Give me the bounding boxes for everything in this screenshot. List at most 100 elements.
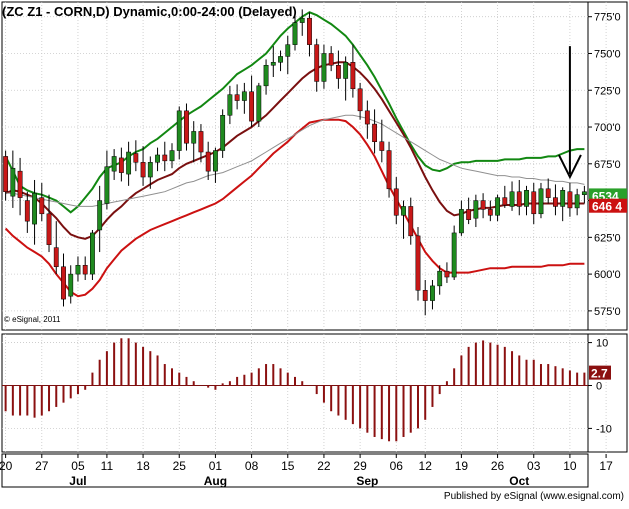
candle-body <box>198 131 204 153</box>
month-label: Jul <box>69 474 86 488</box>
candle-body <box>278 56 283 63</box>
oscillator-tick-label: 10 <box>596 338 608 350</box>
candle-body <box>393 188 399 216</box>
candle-body <box>212 150 218 172</box>
chart-title: (ZC Z1 - CORN,D) Dynamic,0:00-24:00 (Del… <box>2 4 297 19</box>
candle-body <box>372 123 378 142</box>
candle-body <box>408 206 414 237</box>
candle-body <box>184 110 189 144</box>
time-tick-label: 15 <box>281 459 295 473</box>
candle-body <box>314 44 320 82</box>
candle-body <box>401 206 406 216</box>
candle-body <box>256 85 262 122</box>
candle-body <box>155 154 160 163</box>
time-tick-label: 10 <box>563 459 577 473</box>
candle-body <box>162 154 168 162</box>
oscillator-pane: 10 0 -10 2.7 <box>1 333 628 453</box>
month-label: Aug <box>204 474 227 488</box>
candle-body <box>538 188 544 215</box>
candle-body <box>480 200 486 210</box>
candle-body <box>458 209 464 234</box>
last-price-label: 646 4 <box>592 200 622 214</box>
candle-body <box>524 190 529 207</box>
candle-body <box>24 200 30 222</box>
time-axis: 2027051118250108152229061219260310172431… <box>0 453 613 488</box>
candle-body <box>335 64 341 79</box>
candle-body <box>75 265 81 275</box>
candle-body <box>249 91 255 122</box>
time-axis-frame <box>1 453 589 488</box>
candle-body <box>350 62 356 90</box>
oscillator-frame <box>1 333 589 453</box>
candle-body <box>10 167 16 197</box>
candle-body <box>53 247 59 268</box>
candle-body <box>379 141 385 151</box>
candle-body <box>574 194 580 209</box>
candle-body <box>111 156 117 172</box>
time-tick-label: 01 <box>209 459 223 473</box>
candle-body <box>68 273 74 297</box>
candle-body <box>531 191 537 215</box>
candle-body <box>97 200 103 231</box>
time-tick-label: 12 <box>419 459 433 473</box>
candle-body <box>307 17 312 45</box>
candle-body <box>509 191 515 207</box>
candle-body <box>487 209 493 216</box>
price-tick-label: 625'0 <box>594 232 621 244</box>
price-tick-label: 675'0 <box>594 159 621 171</box>
price-tick-label: 750'0 <box>594 48 621 60</box>
candle-body <box>321 53 327 82</box>
oscillator-tick-label: -10 <box>596 423 612 435</box>
oscillator-last-badge <box>589 365 611 380</box>
footer-credit: Published by eSignal (www.esignal.com) <box>444 491 624 502</box>
candle-body <box>553 197 558 207</box>
time-tick-label: 17 <box>599 459 613 473</box>
candle-body <box>147 162 153 178</box>
candle-body <box>118 157 124 173</box>
candle-body <box>444 270 450 278</box>
indicator-line <box>5 61 585 240</box>
candle-body <box>140 162 146 178</box>
candle-body <box>241 91 247 101</box>
candle-body <box>227 94 233 116</box>
price-frame <box>1 1 589 331</box>
candle-body <box>560 190 566 207</box>
candle-body <box>495 197 500 216</box>
time-tick-label: 29 <box>353 459 367 473</box>
candle-body <box>581 191 587 195</box>
candle-body <box>32 192 37 225</box>
time-tick-label: 22 <box>317 459 331 473</box>
time-tick-label: 25 <box>173 459 187 473</box>
time-tick-label: 03 <box>527 459 541 473</box>
candle-body <box>176 110 182 151</box>
candle-body <box>437 270 443 287</box>
chart-text: (ZC Z1 - CORN,D) Dynamic,0:00-24:00 (Del… <box>2 4 624 502</box>
price-scale-frame <box>587 1 628 331</box>
month-label: Oct <box>509 474 529 488</box>
candle-body <box>82 265 88 275</box>
candle-body <box>169 150 175 162</box>
candle-body <box>516 191 522 207</box>
candle-body <box>357 88 363 112</box>
price-tick-label: 775'0 <box>594 12 621 24</box>
candle-body <box>17 170 23 198</box>
candle-body <box>3 156 9 192</box>
candle-body <box>328 53 334 66</box>
oscillator-scale-frame <box>587 333 628 453</box>
price-tick-label: 700'0 <box>594 122 621 134</box>
candle-body <box>502 197 508 206</box>
candle-body <box>292 22 298 45</box>
down-arrow-head <box>558 154 582 180</box>
candle-body <box>46 213 52 245</box>
candle-body <box>466 209 472 220</box>
candle-body <box>386 150 392 190</box>
candle-body <box>61 266 66 300</box>
candle-body <box>39 197 45 215</box>
time-tick-label: 20 <box>0 459 13 473</box>
watermark: © eSignal, 2011 <box>4 315 61 324</box>
price-pane: 775'0750'0725'0700'0675'0650'0625'0600'0… <box>1 1 628 331</box>
candle-body <box>133 153 139 163</box>
candle-body <box>343 62 349 79</box>
candle-body <box>451 232 457 278</box>
candle-body <box>234 94 240 101</box>
